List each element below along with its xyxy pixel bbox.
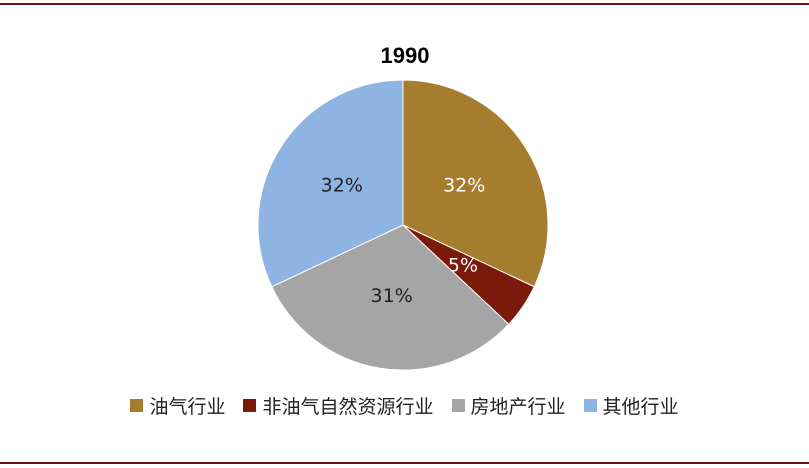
legend-swatch	[451, 399, 465, 412]
legend-label: 房地产行业	[470, 396, 566, 418]
pie-slice	[402, 79, 549, 288]
data-label: 5%	[448, 254, 478, 276]
legend-label: 非油气自然资源行业	[262, 396, 434, 418]
legend-swatch	[130, 399, 144, 412]
legend: 油气行业 非油气自然资源行业 房地产行业 其他行业	[0, 392, 809, 419]
legend-item: 非油气自然资源行业	[243, 392, 434, 419]
legend-label: 油气行业	[149, 396, 226, 418]
pie-slice	[257, 79, 404, 288]
legend-label: 其他行业	[602, 396, 679, 418]
legend-swatch	[583, 399, 597, 412]
pie-slice	[271, 224, 510, 371]
legend-item: 油气行业	[130, 392, 225, 419]
legend-item: 房地产行业	[451, 392, 566, 419]
data-label: 31%	[371, 285, 413, 307]
chart-title: 1990	[381, 43, 430, 68]
data-label: 32%	[443, 175, 485, 197]
data-label: 32%	[321, 175, 363, 197]
legend-swatch	[243, 399, 257, 412]
legend-item: 其他行业	[583, 392, 679, 419]
